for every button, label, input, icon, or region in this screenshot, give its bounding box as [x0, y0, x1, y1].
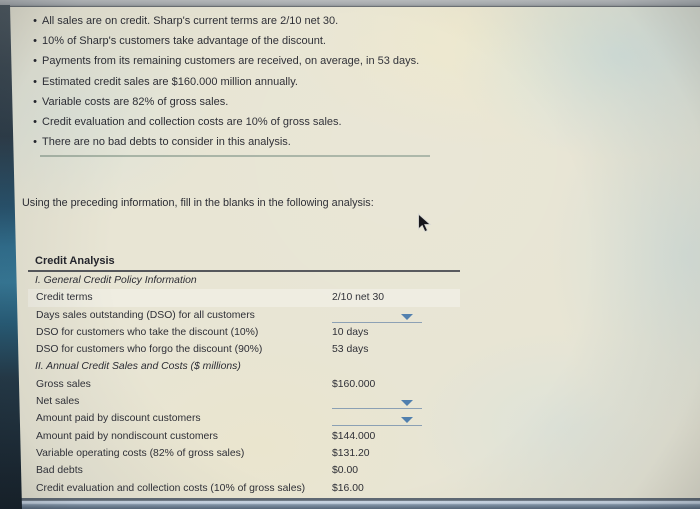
row-value: $131.20 [332, 447, 370, 459]
table-row: Amount paid by discount customers [28, 410, 460, 427]
screen-top-edge [0, 0, 700, 7]
bullet-icon: • [33, 35, 37, 48]
assumptions-bullet-list: • All sales are on credit. Sharp's curren… [28, 11, 419, 152]
bullet-icon: • [33, 95, 37, 108]
section-divider [40, 155, 430, 157]
bullet-item: • Payments from its remaining customers a… [28, 51, 419, 71]
net-sales-dropdown[interactable] [332, 394, 422, 410]
table-title-rule [28, 270, 460, 272]
instruction-text: Using the preceding information, fill in… [22, 197, 374, 209]
bullet-icon: • [33, 136, 37, 149]
bullet-icon: • [33, 115, 37, 128]
row-label: Credit evaluation and collection costs (… [36, 482, 306, 494]
row-label: Amount paid by discount customers [36, 413, 201, 425]
row-value: 53 days [332, 344, 369, 356]
row-value: $16.00 [332, 482, 364, 494]
section-label: I. General Credit Policy Information [35, 275, 197, 286]
row-label: Gross sales [36, 378, 91, 390]
mouse-cursor-icon [418, 213, 432, 233]
bullet-icon: • [33, 75, 37, 88]
table-title: Credit Analysis [35, 255, 115, 267]
row-label: Variable operating costs (82% of gross s… [36, 447, 245, 459]
table-row: DSO for customers who take the discount … [28, 324, 460, 341]
dropdown-arrow-icon[interactable] [401, 417, 413, 424]
table-section-row: I. General Credit Policy Information [28, 272, 460, 289]
section-label: II. Annual Credit Sales and Costs ($ mil… [35, 361, 241, 373]
bullet-icon: • [33, 15, 37, 27]
table-row: Credit evaluation and collection costs (… [28, 480, 460, 497]
table-row: Gross sales $160.000 [28, 376, 460, 393]
table-row: Bad debts $0.00 [28, 462, 460, 479]
row-label: Amount paid by nondiscount customers [36, 430, 218, 442]
table-row: Variable operating costs (82% of gross s… [28, 445, 460, 462]
bullet-text: 10% of Sharp's customers take advantage … [42, 35, 326, 48]
row-label: Days sales outstanding (DSO) for all cus… [36, 309, 255, 321]
table-row: DSO for customers who forgo the discount… [28, 341, 460, 358]
bullet-text: All sales are on credit. Sharp's current… [42, 15, 339, 27]
row-value: $0.00 [332, 465, 359, 477]
row-label: Net sales [36, 396, 80, 408]
table-row: Credit terms 2/10 net 30 [28, 289, 460, 307]
table-row: Days sales outstanding (DSO) for all cus… [28, 307, 460, 324]
bullet-text: Estimated credit sales are $160.000 mill… [42, 75, 298, 88]
row-value: 2/10 net 30 [332, 292, 384, 304]
bullet-icon: • [33, 55, 37, 68]
row-value: $160.000 [332, 378, 376, 390]
bullet-text: Variable costs are 82% of gross sales. [42, 95, 229, 108]
bullet-item: • Estimated credit sales are $160.000 mil… [28, 72, 419, 92]
screen-bottom-edge [0, 498, 700, 509]
row-value: $144.000 [332, 430, 376, 442]
row-label: Credit terms [36, 292, 93, 304]
bullet-item: • 10% of Sharp's customers take advantage… [28, 31, 419, 51]
bullet-item: • Credit evaluation and collection costs … [28, 112, 419, 132]
dropdown-arrow-icon[interactable] [401, 313, 413, 320]
row-label: Bad debts [36, 465, 83, 477]
bullet-text: Payments from its remaining customers ar… [42, 55, 420, 68]
exercise-page: • All sales are on credit. Sharp's curren… [0, 6, 700, 498]
bullet-item: • All sales are on credit. Sharp's curren… [28, 11, 419, 31]
bullet-item: • There are no bad debts to consider in t… [28, 132, 419, 152]
dropdown-arrow-icon[interactable] [401, 400, 413, 407]
table-row: Net sales [28, 393, 460, 410]
row-value: 10 days [332, 326, 369, 338]
dso-all-customers-dropdown[interactable] [332, 308, 422, 323]
bullet-text: There are no bad debts to consider in th… [42, 136, 291, 149]
table-row: Amount paid by nondiscount customers $14… [28, 428, 460, 445]
credit-analysis-table: Credit Analysis I. General Credit Policy… [28, 252, 460, 497]
amount-paid-discount-dropdown[interactable] [332, 411, 422, 427]
row-label: DSO for customers who forgo the discount… [36, 344, 263, 356]
bullet-text: Credit evaluation and collection costs a… [42, 115, 342, 128]
bullet-item: • Variable costs are 82% of gross sales. [28, 92, 419, 112]
table-section-row: II. Annual Credit Sales and Costs ($ mil… [28, 358, 460, 375]
row-label: DSO for customers who take the discount … [36, 326, 259, 338]
